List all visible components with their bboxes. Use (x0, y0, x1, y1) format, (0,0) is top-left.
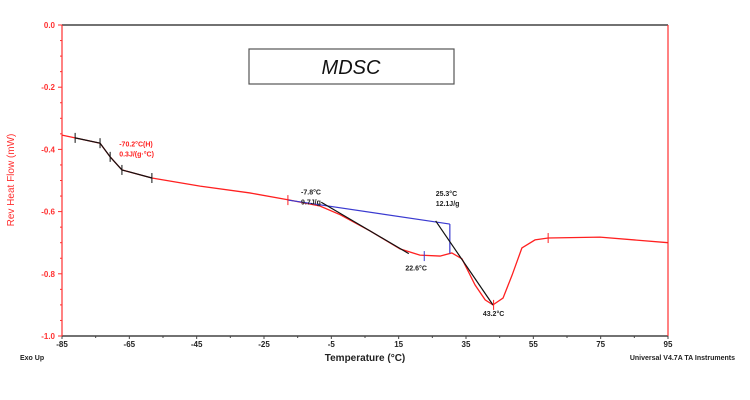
x-tick-label: 35 (462, 340, 471, 349)
x-tick-label: -5 (328, 340, 336, 349)
annotation-label: 25.3°C (436, 190, 457, 198)
exo-up-label: Exo Up (20, 355, 44, 362)
annotation-label: 12.1J/g (436, 201, 460, 208)
annotation-label: 0.3J/(g·°C) (119, 150, 154, 158)
integration-baseline (287, 199, 450, 225)
y-tick-label: -1.0 (41, 332, 55, 341)
annotation-label: -70.2°C(H) (119, 140, 153, 148)
x-tick-label: -25 (258, 340, 270, 349)
annotation-label: 9.7J/g (301, 199, 321, 206)
x-axis-label: Temperature (°C) (325, 353, 406, 364)
annotation-label: -7.8°C (301, 188, 321, 196)
title-box (248, 48, 455, 85)
annotation-label: 43.2°C (483, 310, 504, 318)
tangent-line (435, 220, 494, 306)
y-axis-label: Rev Heat Flow (mW) (6, 134, 17, 227)
annotation-label: 22.6°C (405, 265, 426, 273)
tangent-line (320, 201, 410, 255)
y-tick-label: 0.0 (44, 21, 56, 30)
x-tick-label: 15 (394, 340, 403, 349)
x-tick-label: 75 (596, 340, 605, 349)
x-tick-label: 55 (529, 340, 538, 349)
y-tick-label: -0.4 (41, 145, 55, 154)
heat-flow-curve (61, 134, 669, 306)
x-tick-label: -65 (124, 340, 136, 349)
x-tick-label: -85 (56, 340, 68, 349)
instrument-label: Universal V4.7A TA Instruments (630, 355, 735, 362)
y-tick-label: -0.6 (41, 208, 55, 217)
chart-title: MDSC (322, 57, 381, 79)
y-tick-label: -0.2 (41, 83, 55, 92)
x-tick-label: -45 (191, 340, 203, 349)
x-tick-label: 95 (664, 340, 673, 349)
y-tick-label: -0.8 (41, 270, 55, 279)
